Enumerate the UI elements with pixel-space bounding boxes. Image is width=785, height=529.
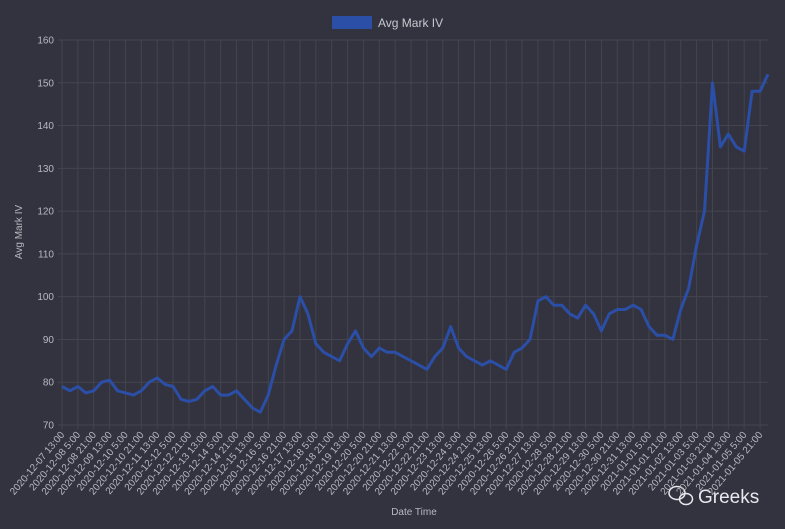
y-axis-title: Avg Mark IV bbox=[14, 205, 25, 260]
y-tick-label: 120 bbox=[37, 207, 54, 218]
wechat-icon bbox=[668, 485, 694, 506]
y-tick-label: 110 bbox=[38, 249, 54, 260]
y-tick-label: 70 bbox=[43, 421, 55, 432]
y-tick-label: 100 bbox=[37, 292, 54, 303]
x-axis-title: Date Time bbox=[391, 507, 437, 518]
line bbox=[61, 73, 770, 414]
y-tick-label: 140 bbox=[37, 121, 54, 132]
y-tick-label: 80 bbox=[43, 378, 55, 389]
y-tick-label: 130 bbox=[37, 164, 54, 175]
y-tick-label: 90 bbox=[43, 335, 55, 346]
watermark: Greeks bbox=[698, 487, 759, 508]
y-tick-label: 160 bbox=[37, 36, 54, 47]
legend-swatch bbox=[332, 16, 372, 29]
legend-label: Avg Mark IV bbox=[378, 16, 443, 30]
y-tick-label: 150 bbox=[37, 78, 54, 89]
